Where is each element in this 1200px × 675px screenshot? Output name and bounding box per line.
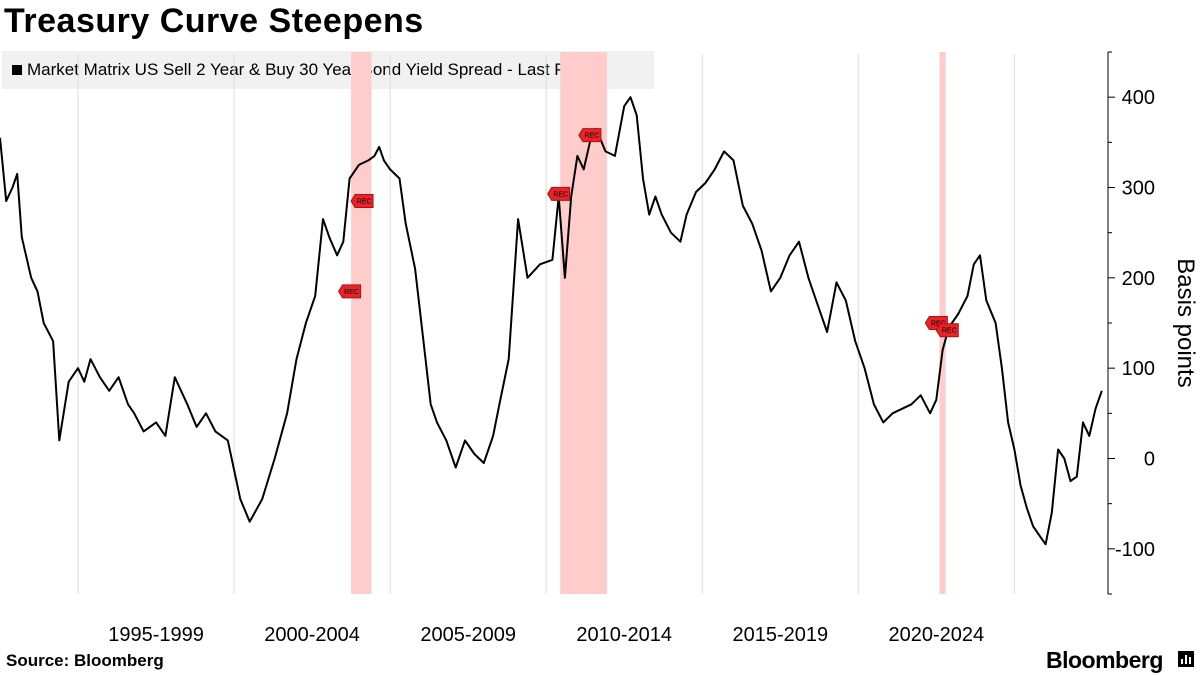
y-tick-label: 200 bbox=[1122, 268, 1155, 290]
bloomberg-logo: Bloomberg bbox=[1046, 647, 1163, 673]
rec-marker-label: REC bbox=[585, 133, 600, 140]
x-tick-label: 2010-2014 bbox=[576, 624, 672, 646]
y-tick-label: 300 bbox=[1122, 178, 1155, 200]
y-tick-label: 0 bbox=[1144, 449, 1155, 471]
source-note: Source: Bloomberg bbox=[6, 651, 164, 670]
series-layer bbox=[0, 96, 1103, 546]
rec-marker-shape bbox=[337, 284, 362, 299]
rec-marker: REC bbox=[350, 194, 374, 209]
rec-marker: REC bbox=[337, 284, 362, 299]
x-tick-label: 2005-2009 bbox=[420, 624, 516, 646]
rec-marker: REC bbox=[578, 128, 602, 143]
rec-marker: REC bbox=[547, 186, 571, 201]
vertical-gridlines bbox=[77, 54, 1015, 594]
x-tick-label: 2000-2004 bbox=[264, 624, 360, 646]
rec-marker-shape bbox=[578, 128, 602, 143]
y-tick-label: 400 bbox=[1122, 87, 1155, 109]
recession-bands bbox=[351, 52, 946, 594]
recession-band bbox=[351, 52, 372, 594]
x-tick-label: 2015-2019 bbox=[732, 624, 828, 646]
x-axis-labels: 1995-1999 2000-2004 2005-2009 2010-2014 2015… bbox=[108, 624, 984, 646]
y-axis: -100 0 100 200 300 400 bbox=[1107, 51, 1155, 595]
rec-marker: REC bbox=[935, 323, 959, 338]
y-tick-label: -100 bbox=[1115, 539, 1155, 561]
rec-marker-label: REC bbox=[357, 199, 372, 206]
legend-label: Market Matrix US Sell 2 Year & Buy 30 Ye… bbox=[27, 60, 594, 79]
legend: Market Matrix US Sell 2 Year & Buy 30 Ye… bbox=[2, 51, 654, 89]
rec-marker-shape bbox=[547, 186, 571, 201]
rec-marker-label: REC bbox=[942, 328, 957, 335]
rec-marker-shape bbox=[350, 194, 374, 209]
x-tick-label: 2020-2024 bbox=[889, 624, 985, 646]
legend-swatch bbox=[12, 65, 22, 75]
recession-band bbox=[560, 52, 608, 594]
x-tick-label: 1995-1999 bbox=[108, 624, 204, 646]
y-axis-label: Basis points bbox=[1172, 258, 1199, 387]
rec-marker-shape bbox=[935, 323, 959, 338]
y-tick-label: 100 bbox=[1122, 358, 1155, 380]
rec-marker-label: REC bbox=[344, 289, 359, 296]
chart-title: Treasury Curve Steepens bbox=[4, 2, 424, 40]
rec-marker-label: REC bbox=[931, 321, 946, 328]
bloomberg-bars-icon bbox=[1178, 651, 1194, 667]
rec-marker-label: REC bbox=[553, 191, 568, 198]
series-line bbox=[0, 96, 1103, 546]
